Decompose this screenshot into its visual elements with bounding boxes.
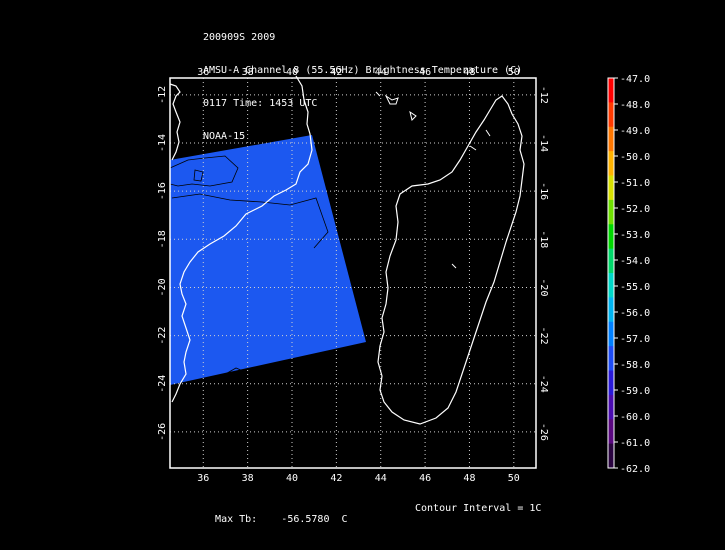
colorbar-label: -55.0: [620, 282, 650, 293]
colorbar-label: -50.0: [620, 152, 650, 163]
colorbar-segment: [608, 370, 614, 396]
colorbar-segment: [608, 248, 614, 274]
lat-tick-label-right: -24: [538, 375, 549, 393]
lat-tick-label-left: -16: [157, 182, 168, 200]
lon-tick-label-bottom: 46: [419, 473, 431, 484]
lat-tick-label-left: -22: [157, 327, 168, 345]
lon-tick-label-top: 38: [242, 67, 254, 78]
colorbar-label: -62.0: [620, 464, 650, 475]
colorbar-label: -56.0: [620, 308, 650, 319]
colorbar-segment: [608, 199, 614, 225]
lat-tick-label-left: -24: [157, 375, 168, 393]
lat-tick-label-left: -14: [157, 134, 168, 152]
header-block: 200909S 2009 AMSU-A Channel 8 (55.5GHz) …: [203, 10, 522, 153]
lon-tick-label-bottom: 48: [463, 473, 475, 484]
colorbar-segment: [608, 126, 614, 152]
colorbar-label: -51.0: [620, 178, 650, 189]
lon-tick-label-top: 50: [508, 67, 520, 78]
lat-tick-label-left: -26: [157, 423, 168, 441]
lat-tick-label-right: -22: [538, 327, 549, 345]
colorbar-segment: [608, 419, 614, 445]
lat-tick-label-left: -18: [157, 230, 168, 248]
colorbar-segment: [608, 297, 614, 323]
colorbar-segment: [608, 273, 614, 298]
lon-tick-label-bottom: 42: [330, 473, 342, 484]
tick-labels: 36 36 38 38 40 40 42 42 44 44 46 46 48 48 50 50 -12 -12 -1…: [157, 67, 549, 484]
lat-tick-label-right: -14: [538, 134, 549, 152]
contour-interval: Contour Interval = 1C: [415, 503, 542, 514]
lon-tick-label-top: 48: [463, 67, 475, 78]
lon-tick-label-top: 40: [286, 67, 298, 78]
colorbar-segment: [608, 151, 614, 176]
max-tb-unit: C: [341, 514, 348, 525]
lat-tick-label-left: -12: [157, 86, 168, 104]
colorbar-segment: [608, 224, 614, 250]
grid-lines: [170, 78, 536, 468]
header-line-satellite: NOAA-15: [203, 131, 246, 142]
lon-tick-label-top: 42: [330, 67, 342, 78]
colorbar-label: -59.0: [620, 386, 650, 397]
lon-tick-label-top: 44: [375, 67, 387, 78]
lon-tick-label-bottom: 40: [286, 473, 298, 484]
colorbar-segment: [608, 102, 614, 128]
max-tb-label: Max Tb:: [215, 514, 258, 525]
colorbar-label: -49.0: [620, 126, 650, 137]
max-tb-value: -56.5780: [281, 514, 330, 525]
colorbar-label: -58.0: [620, 360, 650, 371]
lat-tick-label-left: -20: [157, 278, 168, 296]
lon-tick-label-bottom: 50: [508, 473, 520, 484]
lon-tick-label-bottom: 38: [242, 473, 254, 484]
colorbar-segment: [608, 394, 614, 420]
max-tb-readout: Max Tb: -56.5780 C: [203, 503, 348, 525]
coastline-africa: [169, 75, 313, 403]
lon-tick-label-top: 46: [419, 67, 431, 78]
colorbar-label: -47.0: [620, 74, 650, 85]
colorbar-label: -57.0: [620, 334, 650, 345]
map-frame: [169, 77, 537, 469]
colorbar-segment: [608, 443, 614, 469]
lon-tick-label-bottom: 36: [197, 473, 209, 484]
colorbar-segment: [608, 346, 614, 371]
lat-tick-label-right: -18: [538, 230, 549, 248]
header-line-product: AMSU-A Channel 8 (55.5GHz) Brightness Te…: [203, 65, 523, 76]
header-line-storm: 200909S 2009: [203, 32, 276, 43]
colorbar-label: -48.0: [620, 100, 650, 111]
colorbar-label: -52.0: [620, 204, 650, 215]
lat-tick-label-right: -12: [538, 86, 549, 104]
colorbar-label: -61.0: [620, 438, 650, 449]
contour-lines: [169, 155, 329, 377]
colorbar-segment: [608, 321, 614, 347]
header-line-time: 0117 Time: 1453 UTC: [203, 98, 318, 109]
coastline-madagascar: [377, 95, 525, 425]
lat-tick-label-right: -16: [538, 182, 549, 200]
colorbar-segment: [608, 78, 614, 103]
colorbar-label: -53.0: [620, 230, 650, 241]
lon-tick-label-bottom: 44: [375, 473, 387, 484]
colorbar-label: -60.0: [620, 412, 650, 423]
colorbar-frame: [607, 77, 615, 469]
lat-tick-label-right: -20: [538, 278, 549, 296]
colorbar-segment: [608, 175, 614, 201]
islands: [375, 91, 491, 269]
lat-tick-label-right: -26: [538, 423, 549, 441]
lon-tick-label-top: 36: [197, 67, 209, 78]
colorbar-label: -54.0: [620, 256, 650, 267]
